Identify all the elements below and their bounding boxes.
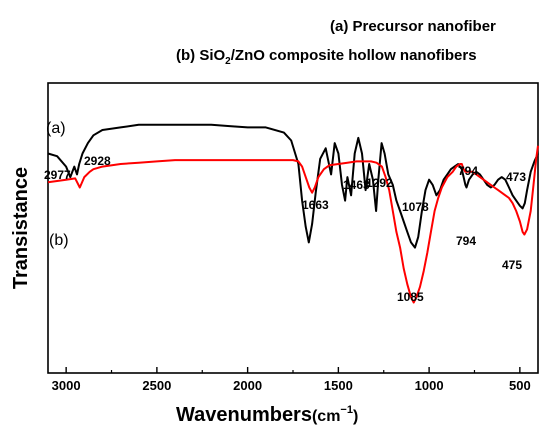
series-line-a <box>47 123 539 249</box>
series-label-b: (b) <box>49 232 69 249</box>
x-tick-label-500: 500 <box>509 378 531 393</box>
x-axis-ticks: 3000 2500 2000 1500 1000 500 <box>52 367 531 393</box>
plot-area: 3000 2500 2000 1500 1000 500 2977 2928 1663 1… <box>44 82 539 393</box>
x-axis-title: Wavenumbers(cm−1) <box>176 404 358 426</box>
peak-label-b-475: 475 <box>502 258 522 272</box>
legend: (a) Precursor nanofiber (b) SiO2/ZnO com… <box>176 18 496 67</box>
series-label-a: (a) <box>46 120 66 137</box>
peak-label-a-2928: 2928 <box>84 154 111 168</box>
peak-label-a-1663: 1663 <box>302 198 329 212</box>
x-tick-label-1000: 1000 <box>415 378 444 393</box>
peak-label-b-1085: 1085 <box>397 290 424 304</box>
legend-entry-a: (a) Precursor nanofiber <box>330 18 496 35</box>
x-tick-label-3000: 3000 <box>52 378 81 393</box>
peak-label-a-1463: 1463 <box>343 178 370 192</box>
peak-label-a-1078: 1078 <box>402 200 429 214</box>
peak-label-a-794: 794 <box>458 164 478 178</box>
series-line-b <box>47 145 539 304</box>
x-tick-label-2500: 2500 <box>142 378 171 393</box>
legend-entry-b: (b) SiO2/ZnO composite hollow nanofibers <box>176 47 477 67</box>
series-layer <box>47 123 539 304</box>
peak-label-b-794: 794 <box>456 234 476 248</box>
peak-annotations: 2977 2928 1663 1463 1292 1078 794 473 10… <box>44 154 526 304</box>
x-tick-label-2000: 2000 <box>233 378 262 393</box>
peak-label-a-2977: 2977 <box>44 168 71 182</box>
peak-label-a-473: 473 <box>506 170 526 184</box>
y-axis-title: Transistance <box>10 167 32 289</box>
peak-label-a-1292: 1292 <box>366 176 393 190</box>
x-tick-label-1500: 1500 <box>324 378 353 393</box>
